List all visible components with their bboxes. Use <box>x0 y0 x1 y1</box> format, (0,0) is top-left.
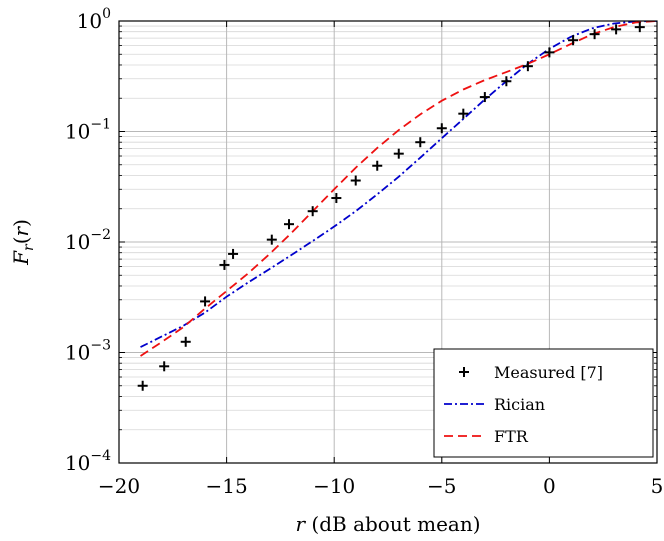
data-point-measured <box>479 92 490 103</box>
y-tick-label: 10−4 <box>65 448 111 475</box>
y-tick-label: 10−2 <box>65 227 111 254</box>
data-point-measured <box>284 219 295 230</box>
x-tick-label: −15 <box>205 474 247 498</box>
series-line-rician <box>140 21 657 348</box>
legend-label-measured-7: Measured [7] <box>494 363 603 382</box>
data-point-measured <box>415 137 426 148</box>
ticks: 10−4 10−3 10−2 10−1 100 −20 −15 −10 −5 0 5 <box>65 6 663 498</box>
y-tick-label: 100 <box>77 6 111 33</box>
data-point-measured <box>589 29 600 40</box>
data-point-measured <box>501 76 512 87</box>
data-point-measured <box>544 47 555 58</box>
x-tick-label: −10 <box>313 474 355 498</box>
data-point-measured <box>458 108 469 119</box>
series-line-ftr <box>140 21 657 357</box>
legend-swatch-measured-7 <box>459 367 469 377</box>
data-point-measured <box>307 206 318 217</box>
data-point-measured <box>200 296 211 307</box>
data-point-measured <box>611 24 622 35</box>
y-tick-label: 10−3 <box>65 338 111 365</box>
data-point-measured <box>634 22 645 33</box>
x-axis-label: r (dB about mean) <box>295 512 480 536</box>
data-point-measured <box>219 259 230 270</box>
data-point-measured <box>372 160 383 171</box>
y-axis-label: Fr(r) <box>9 219 37 266</box>
data-point-measured <box>228 248 239 259</box>
data-point-measured <box>137 380 148 391</box>
data-point-measured <box>266 234 277 245</box>
data-point-measured <box>350 175 361 186</box>
x-tick-label: −20 <box>98 474 140 498</box>
legend: Measured [7] Rician FTR <box>433 348 654 458</box>
data-point-measured <box>180 336 191 347</box>
y-tick-label: 10−1 <box>65 117 111 144</box>
legend-box <box>433 348 654 458</box>
data-point-measured <box>393 148 404 159</box>
x-tick-label: −5 <box>427 474 456 498</box>
legend-label-rician: Rician <box>494 395 545 414</box>
series-layer <box>137 21 657 391</box>
data-point-measured <box>436 123 447 134</box>
x-tick-label: 0 <box>543 474 556 498</box>
x-tick-label: 5 <box>651 474 664 498</box>
legend-label-ftr: FTR <box>494 427 529 446</box>
data-point-measured <box>522 61 533 72</box>
data-point-measured <box>159 361 170 372</box>
data-point-measured <box>331 193 342 204</box>
data-point-measured <box>568 35 579 46</box>
